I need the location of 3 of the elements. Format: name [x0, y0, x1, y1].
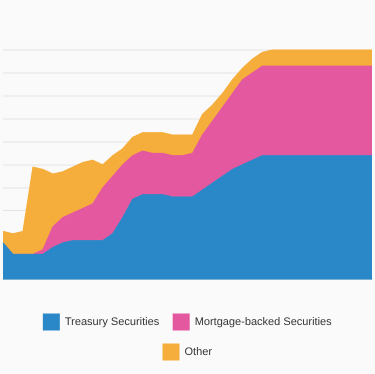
legend-label: Mortgage-backed Securities	[194, 316, 332, 328]
legend-label: Treasury Securities	[64, 316, 160, 328]
legend-label: Other	[184, 346, 212, 358]
